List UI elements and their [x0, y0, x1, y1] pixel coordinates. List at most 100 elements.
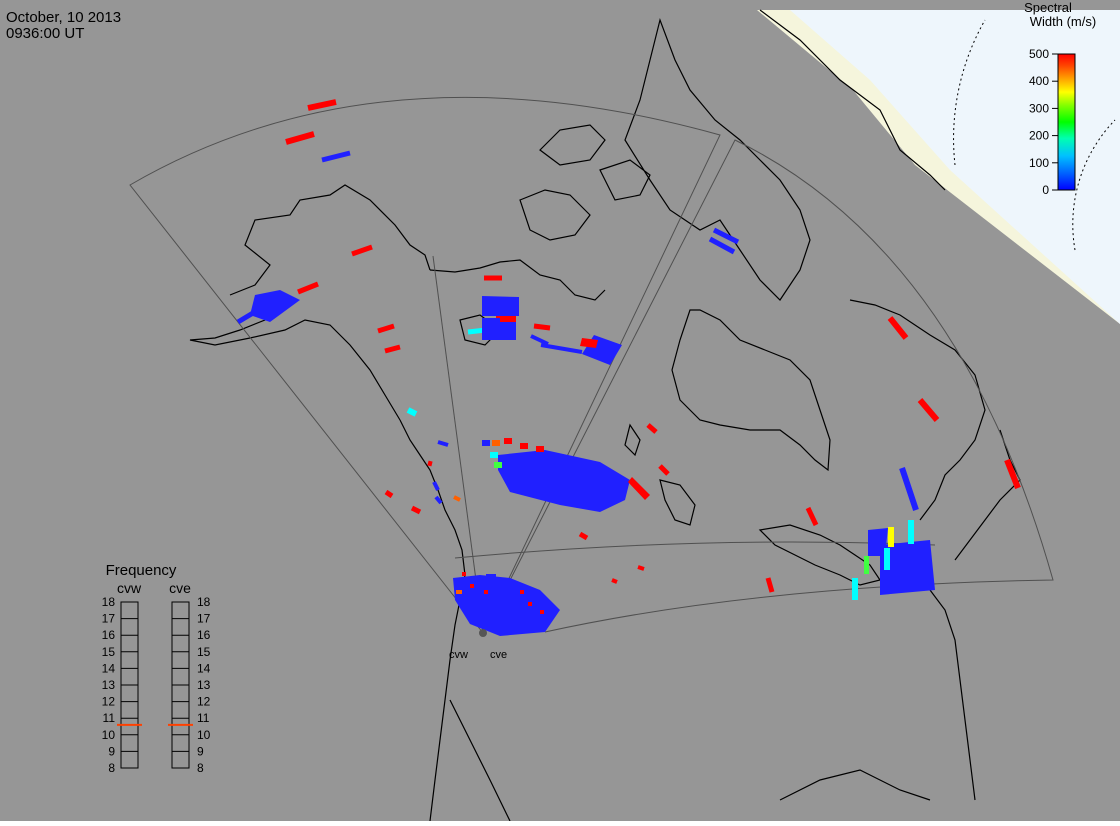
echo-region — [482, 318, 516, 340]
coast-islands-3 — [539, 124, 606, 166]
colorbar-tick-label: 300 — [1029, 101, 1049, 115]
coast-alaska-peninsula — [189, 304, 401, 421]
echo-cell — [1004, 458, 1021, 490]
colorbar-ticks: 500 400 300 200 100 0 — [1029, 47, 1058, 197]
echo-cell — [805, 506, 819, 527]
echo-cell — [888, 527, 894, 547]
echo-cell — [384, 344, 401, 354]
latitude-circle-inner — [1072, 119, 1116, 251]
coast-alaska — [229, 184, 431, 296]
fov-cvw — [129, 96, 721, 634]
coast-us-east — [929, 589, 976, 801]
echo-cell — [307, 99, 337, 111]
colorbar-gradient — [1057, 53, 1076, 191]
coast-lake-3 — [624, 423, 641, 457]
frequency-scale-label: 15 — [102, 645, 116, 659]
frequency-scale-label: 17 — [197, 612, 211, 626]
frequency-scale-label: 14 — [197, 661, 211, 675]
colorbar: Spectral Width (m/s) 500 400 300 200 100 0 — [1024, 0, 1096, 197]
frequency-scale-label: 12 — [102, 695, 116, 709]
echo-cell — [377, 323, 395, 334]
echo-region — [250, 290, 300, 322]
fields-of-view — [129, 96, 1054, 634]
colorbar-tick-label: 200 — [1029, 129, 1049, 143]
echo-cell — [490, 452, 498, 458]
echo-cell — [540, 343, 583, 354]
coast-hudson-bay — [671, 309, 831, 472]
echo-cell — [708, 236, 736, 255]
echo-cell — [486, 574, 496, 578]
fov-cvw-inner-edge — [432, 255, 484, 634]
echo-cell — [484, 590, 488, 594]
radar-site-label-cvw: cvw — [449, 649, 468, 661]
colorbar-title-line2: Width (m/s) — [1030, 14, 1096, 29]
echo-cell — [462, 572, 466, 576]
echo-cell — [384, 489, 394, 499]
echo-cell — [646, 423, 658, 434]
frequency-radar-label-cve: cve — [169, 580, 191, 596]
coast-gulf — [779, 769, 931, 801]
echo-region — [498, 450, 630, 512]
echo-cell — [864, 556, 869, 574]
echo-region — [500, 316, 516, 322]
frequency-scale-label: 17 — [102, 612, 116, 626]
frequency-scale-label: 9 — [197, 744, 204, 758]
echo-region — [453, 575, 560, 636]
echo-region — [482, 296, 519, 316]
echo-region — [628, 477, 650, 500]
frequency-scale-label: 16 — [102, 628, 116, 642]
echo-cell — [285, 131, 315, 145]
latitude-circle — [953, 19, 986, 166]
echo-cell — [530, 334, 549, 346]
echo-region — [580, 338, 598, 348]
frequency-scale-label: 9 — [108, 744, 115, 758]
frequency-scale-label: 13 — [197, 678, 211, 692]
frequency-scale-label: 16 — [197, 628, 211, 642]
echo-cell — [917, 398, 940, 422]
radar-sites: cvw cve — [449, 629, 507, 661]
fov-cve — [482, 139, 1054, 634]
colorbar-tick-label: 100 — [1029, 156, 1049, 170]
frequency-scale-label: 10 — [197, 728, 211, 742]
echo-cell — [887, 316, 909, 340]
frequency-scale-label: 12 — [197, 695, 211, 709]
echo-cell — [427, 460, 433, 467]
frequency-scale-label: 14 — [102, 661, 116, 675]
echo-cell — [884, 548, 890, 570]
echo-region — [880, 540, 935, 595]
coast-pacific-nw — [399, 419, 466, 822]
colorbar-tick-label: 0 — [1042, 183, 1049, 197]
coast-baja — [449, 699, 511, 822]
echo-cell — [482, 440, 490, 446]
frequency-scale-label: 18 — [102, 595, 116, 609]
polar-cap-region — [790, 10, 1120, 324]
echo-cell — [637, 565, 645, 571]
echo-cell — [578, 531, 589, 541]
frequency-radar-label-cvw: cvw — [117, 580, 142, 596]
frequency-scale-label: 13 — [102, 678, 116, 692]
frequency-scale-label: 8 — [108, 761, 115, 775]
colorbar-title-line1: Spectral — [1024, 0, 1072, 15]
echo-cell — [321, 150, 351, 163]
echo-cell — [456, 590, 462, 594]
echo-cell — [658, 464, 670, 476]
echo-cell — [434, 495, 443, 505]
coast-baffin — [624, 17, 811, 301]
radar-site-label-cve: cve — [490, 649, 507, 661]
echo-cell — [611, 578, 618, 584]
echo-cell — [536, 446, 544, 452]
coast-labrador — [849, 299, 986, 521]
coast-islands-1 — [519, 189, 591, 241]
frequency-panel: Frequency cvw cve 1817161514131211109818… — [102, 562, 211, 775]
frequency-scale-label: 18 — [197, 595, 211, 609]
colorbar-tick-label: 500 — [1029, 47, 1049, 61]
echo-cell — [533, 323, 551, 331]
echo-cell — [712, 227, 740, 245]
frequency-scale-label: 10 — [102, 728, 116, 742]
header-time: 0936:00 UT — [6, 25, 85, 42]
coast-greenland — [759, 9, 946, 191]
frequency-bars: 18 17 16 15 14 13 12 11 10 9 8 18 17 16 15 14 13 12 11 10 9 8 — [102, 595, 211, 775]
frequency-title: Frequency — [106, 562, 177, 579]
echo-cell — [453, 495, 461, 502]
